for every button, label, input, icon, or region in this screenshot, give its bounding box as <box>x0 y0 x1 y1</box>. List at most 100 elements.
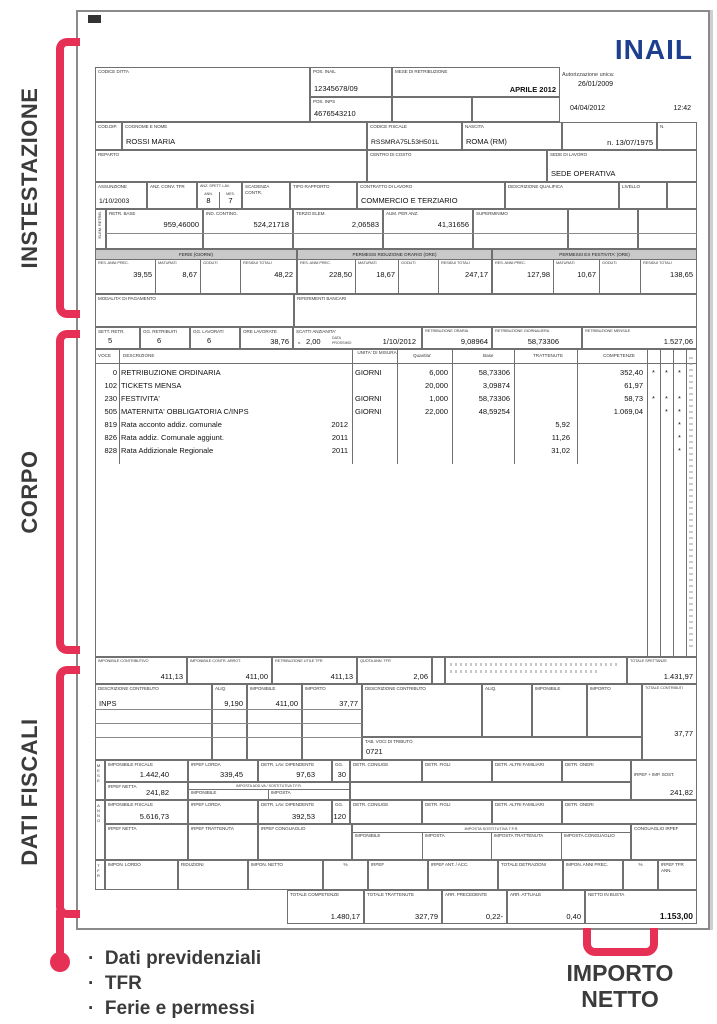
field-tfr-riduzioni: RIDUZIONI <box>178 860 248 890</box>
group-cell: GODUTI <box>600 260 641 293</box>
field-label: SCATTI ANZIANITA' <box>296 329 336 334</box>
cell-anno: 2012 <box>331 420 348 429</box>
tfr-strip: TFR <box>95 860 105 890</box>
field-label: ANZ. SPETT. LAV. <box>200 184 230 188</box>
field-label: MODALITA' DI PAGAMENTO <box>98 296 156 301</box>
mese-imposta-sost-group: IMPOSTA ADD.VA / SOSTITUTIVA T.F.R. IMPO… <box>188 782 350 801</box>
col-header: IMPONIBILE <box>535 686 561 691</box>
field-label: RETRIBUZIONE GIORNALIERA <box>495 328 550 333</box>
field-label: RES. ANNI PREC. <box>300 260 331 265</box>
field-label: LIVELLO <box>622 184 640 189</box>
field-label: RESIDUI TOTALI <box>243 260 272 265</box>
corpo-section-label: CORPO <box>17 450 42 534</box>
field-label: TERZO ELEM. <box>296 211 326 216</box>
field-sede-di-lavoro: SEDE DI LAVORO SEDE OPERATIVA <box>547 150 697 182</box>
field-label: MES. <box>226 192 235 196</box>
col-header-competenze: COMPETENZE <box>603 353 635 358</box>
field-label: IRPEF TRATTENUTA <box>191 826 234 831</box>
field-label: DETR. LAV. DIPENDENTE <box>261 802 315 807</box>
field-pos-inps: POS. INPS 4676543210 <box>310 97 392 122</box>
field-value: 1.431,97 <box>663 672 693 681</box>
group-title: FERIE (GIORNI) <box>96 250 296 260</box>
voce-row: 819 Rata acconto addiz. comunale 2012 5,92 * <box>95 420 697 433</box>
field-gg-lavorati: GG. LAVORATI 6 <box>190 327 240 349</box>
empty-cell <box>472 97 560 122</box>
group-cell: RESIDUI TOTALI 48,22 <box>241 260 296 293</box>
field-retribuzione-mensile: RETRIBUZIONE MENSILE 1.527,06 <box>582 327 697 349</box>
field-label: IMPONIBILE <box>355 833 381 838</box>
field-label: IMPONIBILE CONTRIBUTIVO <box>98 658 149 663</box>
field-label: GG. <box>335 762 344 767</box>
field-label: RETR. BASE <box>109 211 136 216</box>
field-pos-inail: POS. INAIL 12345678/09 <box>310 67 392 97</box>
cell-flag: * <box>678 407 681 416</box>
col-header-quantita: Quantita' <box>413 353 432 358</box>
field-value: 228,50 <box>329 270 352 279</box>
field-label: IMPON. ANNI PREC. <box>566 862 608 867</box>
col-line <box>647 349 648 657</box>
field-label: TOTALE CONTRIBUTI <box>645 685 683 690</box>
field-arr-attuale: ARR. ATTUALE 0,40 <box>507 890 585 924</box>
field-label: RETRIBUZIONE UTILE TFR <box>275 658 323 663</box>
field-label: RESIDUI TOTALI <box>643 260 672 265</box>
cell-um: GIORNI <box>355 394 382 403</box>
cell-descrizione: Rata addiz. Comunale aggiunt. <box>121 433 224 442</box>
field-conguaglio-irpef: CONGUAGLIO IRPEF <box>631 824 697 860</box>
col-header: IMPORTO <box>305 686 326 691</box>
field-label: DETR. ONERI <box>565 802 594 807</box>
authorization-block: Autorizzazione unica: 26/01/2009 04/04/2… <box>562 72 693 124</box>
field-tfr-impon-lordo: IMPON. LORDO <box>105 860 178 890</box>
group-cell: GODUTI <box>399 260 439 293</box>
field-label: IMPOSTA <box>425 833 445 838</box>
field-label: RETRIBUZIONE ORARIA <box>425 328 469 333</box>
field-arr-precedente: ARR. PRECEDENTE 0,22- <box>442 890 507 924</box>
field-contratto: CONTRATTO DI LAVORO COMMERCIO E TERZIARIO <box>357 182 505 209</box>
inail-logo: INAIL <box>614 34 693 65</box>
field-value: 959,46000 <box>163 220 199 229</box>
field-mese-irpef-netta: IRPEF NETTA 241,82 <box>105 782 188 800</box>
illegible-text <box>450 670 600 673</box>
group-cell: MATURATI 10,67 <box>554 260 600 293</box>
col-header-um: UNITA' DI MISURA <box>357 350 397 355</box>
sub-cell: IMPOSTA <box>423 832 492 860</box>
field-label: IMPON. NETTO <box>251 862 283 867</box>
bullet-item: · TFR <box>88 971 408 996</box>
field-quota-tfr: QUOTA ANN. TFR 2,06 <box>357 657 432 684</box>
bullet-item: · Ferie e permessi <box>88 996 408 1021</box>
field-label: GG. LAVORATI <box>193 329 224 334</box>
cell-voce: 505 <box>104 407 117 416</box>
field-mese-irpef-lorda: IRPEF LORDA 339,45 <box>188 760 258 782</box>
field-ore-lavorate: ORE LAVORATE 38,76 <box>240 327 293 349</box>
contributi-desc-col: DESCRIZIONE CONTRIBUTO INPS <box>95 684 212 760</box>
cell-descrizione: MATERNITA' OBBLIGATORIA C/INPS <box>121 407 249 416</box>
field-tfr-perc: % <box>323 860 368 890</box>
dati-fiscali-section-label: DATI FISCALI <box>17 718 42 866</box>
field-sett-retr: SETT. RETR. 5 <box>95 327 140 349</box>
cell-anno: 2011 <box>331 433 348 442</box>
scan-artifact <box>88 15 101 23</box>
field-label: % <box>638 862 643 867</box>
field-value: 339,45 <box>220 770 243 779</box>
cell-trattenute: 5,92 <box>555 420 570 429</box>
field-label: TAB. VOCI DI TRIBUTO <box>365 739 413 744</box>
field-label: RETRIBUZIONE MENSILE <box>585 328 631 333</box>
cell-anno: 2011 <box>331 446 348 455</box>
contributi-desc-col-2: DESCRIZIONE CONTRIBUTO <box>362 684 482 737</box>
field-value: 1.442,40 <box>139 770 169 779</box>
col-line <box>686 349 687 657</box>
col-header: DESCRIZIONE CONTRIBUTO <box>365 686 426 691</box>
empty-cell <box>392 97 472 122</box>
field-value: 2,06 <box>413 672 428 681</box>
group-cell: RESIDUI TOTALI 138,65 <box>641 260 696 293</box>
field-label: TIPO RAPPORTO <box>293 184 330 189</box>
col-line <box>119 349 120 464</box>
field-label: IMPOSTA TRATTENUTA <box>494 833 544 838</box>
cell-voce: 828 <box>104 446 117 455</box>
contributi-importo-col-2: IMPORTO <box>587 684 642 737</box>
voce-row: 505 MATERNITA' OBBLIGATORIA C/INPS GIORNI 2… <box>95 407 697 420</box>
field-anno-irpef-lorda: IRPEF LORDA <box>188 800 258 824</box>
cell-base: 58,73306 <box>478 368 510 377</box>
strip-label: ELEM. RETRIB. <box>97 211 102 239</box>
field-retribuzione-giornaliera: RETRIBUZIONE GIORNALIERA 58,73306 <box>492 327 582 349</box>
